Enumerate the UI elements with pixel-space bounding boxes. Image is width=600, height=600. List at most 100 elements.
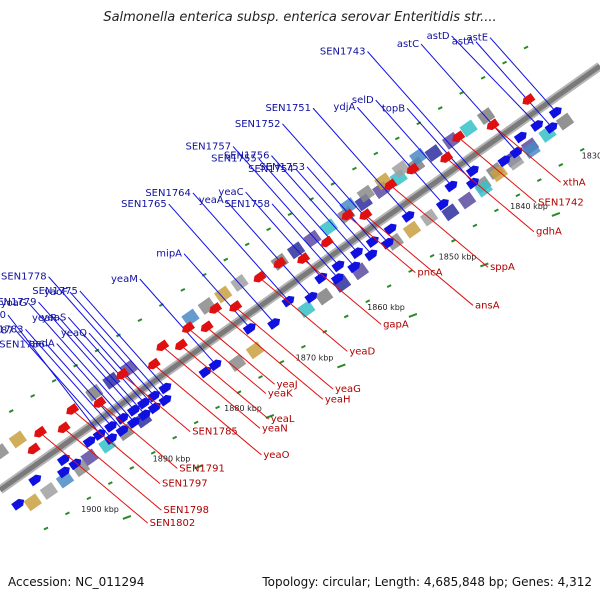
ruler-dash: [73, 363, 79, 368]
gene-label: SEN1755: [211, 154, 257, 165]
gene-leader: [38, 301, 135, 411]
reverse-gene-sppa: sppA: [384, 178, 515, 273]
kbp-tick-label: 1870 kbp: [296, 353, 334, 362]
ruler-dash: [43, 526, 49, 531]
reverse-gene-gapa: gapA: [297, 252, 409, 330]
forward-gene-sen1755: SEN1755: [211, 154, 361, 274]
gene-leader: [48, 276, 155, 397]
feature-block: [506, 152, 525, 171]
gene-label: mipA: [156, 249, 182, 260]
ruler-dash: [579, 147, 585, 152]
ruler-dash: [558, 163, 564, 167]
gene-leader: [258, 277, 348, 352]
forward-gene-unlabeled-41: [497, 155, 511, 168]
gene-label: SEN1779: [0, 297, 36, 308]
kbp-tick-label: 1890 kbp: [153, 454, 191, 463]
kbp-tick-label: 1880 kbp: [224, 404, 262, 413]
ruler-dash: [386, 284, 392, 289]
forward-gene-unlabeled-44: [82, 436, 96, 448]
gene-label: SEN1764: [145, 188, 191, 199]
feature-block: [0, 443, 10, 461]
ruler-dash: [351, 166, 357, 171]
feature-block: [55, 470, 75, 489]
kbp-tick-label: 1840 kbp: [510, 202, 548, 211]
gene-label: yeaQ: [61, 328, 87, 339]
ruler-dash: [472, 223, 478, 228]
gene-arrow: [182, 321, 195, 333]
gene-arrow: [548, 106, 562, 119]
ruler-dash: [129, 466, 135, 470]
forward-gene-sen1754: SEN1754: [248, 164, 378, 262]
reverse-gene-unlabeled-22: [320, 235, 334, 248]
gene-arrow: [92, 429, 106, 441]
forward-gene-yeas: yeaS: [42, 312, 150, 410]
gene-arrow: [273, 256, 287, 269]
gene-label: SEN1752: [235, 119, 281, 130]
gene-leader: [187, 327, 267, 394]
forward-gene-topb: topB: [382, 103, 479, 190]
reverse-gene-yeag: yeaG: [229, 300, 361, 395]
feature-block: [385, 232, 404, 251]
forward-gene-aada: aadA: [29, 339, 129, 425]
kbp-tick-mark: [194, 464, 203, 470]
feature-block: [356, 184, 376, 203]
feature-block: [181, 308, 200, 327]
kbp-tick-label: 1900 kbp: [81, 505, 119, 514]
forward-gene-sen1758: SEN1758: [224, 199, 344, 285]
forward-gene-sen1786: SEN1786: [0, 340, 129, 437]
feature-block: [457, 191, 477, 210]
gene-leader: [406, 108, 474, 184]
gene-leader: [214, 308, 324, 400]
gene-leader: [346, 214, 416, 273]
map-title: Salmonella enterica subsp. enterica sero…: [103, 10, 497, 25]
gene-arrow: [452, 130, 466, 143]
forward-gene-unlabeled-36: [56, 454, 70, 467]
gene-arrow: [347, 261, 361, 274]
forward-gene-unlabeled-40: [513, 131, 527, 144]
ruler-dash: [223, 257, 229, 262]
gene-arrow: [104, 433, 118, 446]
kbp-tick-mark: [122, 514, 132, 520]
gene-arrow: [297, 252, 311, 264]
gene-label: SEN1756: [224, 151, 270, 162]
ruler-dash: [64, 511, 70, 516]
feature-block: [555, 112, 575, 131]
kbp-tick-mark: [551, 211, 561, 217]
forward-gene-unlabeled-38: [28, 474, 42, 487]
gene-leader: [271, 203, 339, 279]
gene-label: SEN1787: [0, 325, 14, 336]
feature-block: [350, 262, 370, 281]
reverse-gene-yeak: yeaK: [182, 321, 293, 400]
gene-arrow: [56, 454, 70, 467]
feature-block: [8, 430, 28, 449]
gene-label: SEN1765: [121, 199, 167, 210]
feature-block: [286, 241, 306, 260]
gene-label: astE: [466, 33, 488, 44]
ruler-dash: [523, 45, 529, 50]
feature-block: [245, 341, 265, 360]
gene-leader: [375, 99, 453, 187]
feature-block: [315, 287, 334, 306]
ruler-dash: [137, 318, 143, 323]
gene-label: SEN1778: [1, 272, 47, 283]
reverse-gene-yeaj: yeaJ: [200, 320, 298, 390]
gene-arrow: [115, 425, 129, 437]
gene-arrow: [383, 223, 397, 236]
feature-block: [230, 273, 249, 292]
gene-label: yeaR: [32, 313, 57, 324]
forward-gene-sen1765: SEN1765: [121, 199, 281, 330]
ruler-dash: [394, 136, 400, 141]
genome-summary: Topology: circular; Length: 4,685,848 bp…: [262, 575, 592, 589]
gene-arrow: [200, 320, 214, 333]
feature-block: [197, 297, 217, 315]
gene-arrow: [331, 260, 345, 273]
ruler-dash: [193, 420, 199, 425]
forward-gene-sen1787: SEN1787: [0, 325, 118, 446]
ruler-dash: [86, 496, 92, 501]
feature-block: [339, 197, 358, 215]
reverse-gene-unlabeled-23: [273, 256, 287, 269]
ruler-dash: [459, 91, 465, 95]
kbp-tick-mark: [480, 262, 489, 268]
gene-arrow: [341, 208, 355, 221]
